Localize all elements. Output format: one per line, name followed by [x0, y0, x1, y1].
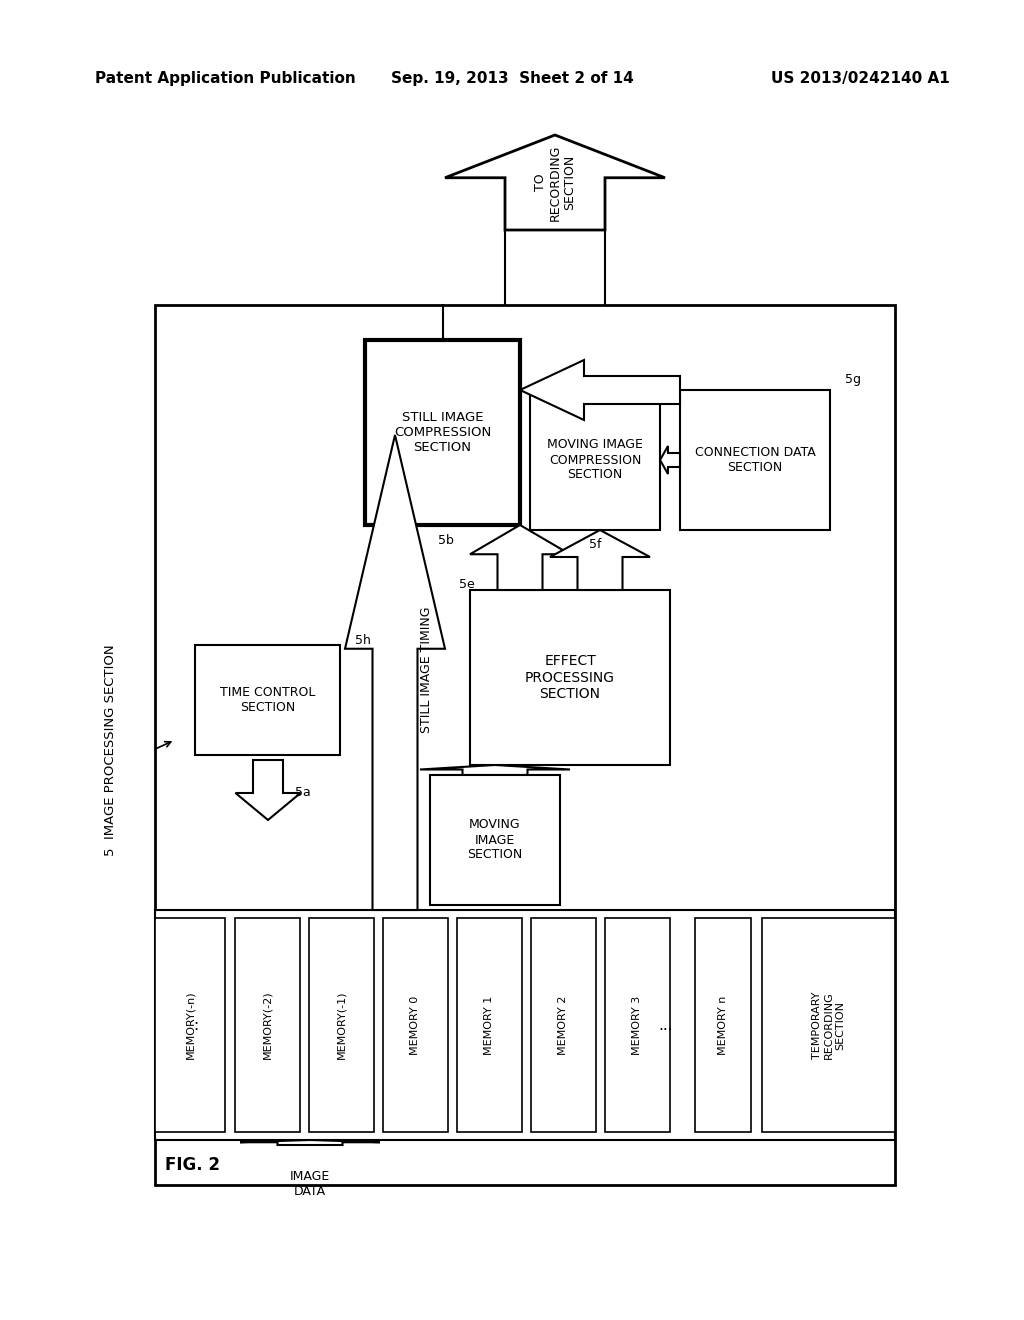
- Text: TEMPORARY
RECORDING
SECTION: TEMPORARY RECORDING SECTION: [812, 991, 845, 1059]
- Bar: [470, 590, 670, 766]
- Text: MEMORY 3: MEMORY 3: [633, 995, 642, 1055]
- Polygon shape: [660, 446, 680, 474]
- Bar: [605, 917, 670, 1133]
- Polygon shape: [420, 766, 570, 775]
- Text: MEMORY n: MEMORY n: [718, 995, 728, 1055]
- Text: Patent Application Publication: Patent Application Publication: [95, 70, 355, 86]
- Text: 5b: 5b: [438, 533, 454, 546]
- Text: 5e: 5e: [459, 578, 475, 591]
- Text: TO
RECORDING
SECTION: TO RECORDING SECTION: [534, 144, 577, 220]
- Text: STILL IMAGE TIMING: STILL IMAGE TIMING: [420, 607, 433, 733]
- Bar: [365, 341, 520, 525]
- Text: MOVING IMAGE
COMPRESSION
SECTION: MOVING IMAGE COMPRESSION SECTION: [547, 438, 643, 482]
- Bar: [234, 917, 300, 1133]
- Text: :: :: [194, 1018, 199, 1032]
- Bar: [530, 389, 660, 531]
- Bar: [430, 775, 560, 906]
- Polygon shape: [520, 360, 680, 420]
- Bar: [762, 917, 895, 1133]
- Text: TIME CONTROL
SECTION: TIME CONTROL SECTION: [220, 686, 315, 714]
- Bar: [680, 389, 830, 531]
- Polygon shape: [345, 436, 445, 909]
- Text: CONNECTION DATA
SECTION: CONNECTION DATA SECTION: [694, 446, 815, 474]
- Bar: [383, 917, 449, 1133]
- Text: MEMORY 1: MEMORY 1: [484, 995, 495, 1055]
- Text: MEMORY(-n): MEMORY(-n): [185, 991, 196, 1060]
- Text: EFFECT
PROCESSING
SECTION: EFFECT PROCESSING SECTION: [525, 655, 615, 701]
- Bar: [457, 917, 522, 1133]
- Bar: [155, 305, 895, 1185]
- Text: MEMORY(-1): MEMORY(-1): [337, 991, 346, 1059]
- Bar: [309, 917, 374, 1133]
- Text: MEMORY(-2): MEMORY(-2): [262, 991, 272, 1060]
- Text: 5g: 5g: [845, 374, 861, 387]
- Text: 5  IMAGE PROCESSING SECTION: 5 IMAGE PROCESSING SECTION: [103, 644, 117, 855]
- Bar: [155, 917, 225, 1133]
- Polygon shape: [550, 531, 650, 590]
- Text: 5a: 5a: [295, 787, 310, 800]
- Polygon shape: [470, 525, 570, 590]
- Bar: [695, 917, 751, 1133]
- Bar: [195, 645, 340, 755]
- Polygon shape: [445, 135, 665, 230]
- Text: IMAGE
DATA: IMAGE DATA: [290, 1170, 330, 1199]
- Bar: [530, 917, 596, 1133]
- Text: MOVING
IMAGE
SECTION: MOVING IMAGE SECTION: [467, 818, 522, 862]
- Text: ...: ...: [658, 1018, 673, 1032]
- Text: STILL IMAGE
COMPRESSION
SECTION: STILL IMAGE COMPRESSION SECTION: [394, 411, 492, 454]
- Text: US 2013/0242140 A1: US 2013/0242140 A1: [771, 70, 950, 86]
- Text: MEMORY 0: MEMORY 0: [411, 995, 421, 1055]
- Text: 5f: 5f: [589, 539, 601, 552]
- Text: Sep. 19, 2013  Sheet 2 of 14: Sep. 19, 2013 Sheet 2 of 14: [390, 70, 634, 86]
- Bar: [155, 909, 895, 1140]
- Text: 5h: 5h: [355, 634, 371, 647]
- Polygon shape: [240, 1140, 380, 1144]
- Polygon shape: [236, 760, 300, 820]
- Text: MEMORY 2: MEMORY 2: [558, 995, 568, 1055]
- Text: FIG. 2: FIG. 2: [165, 1156, 220, 1173]
